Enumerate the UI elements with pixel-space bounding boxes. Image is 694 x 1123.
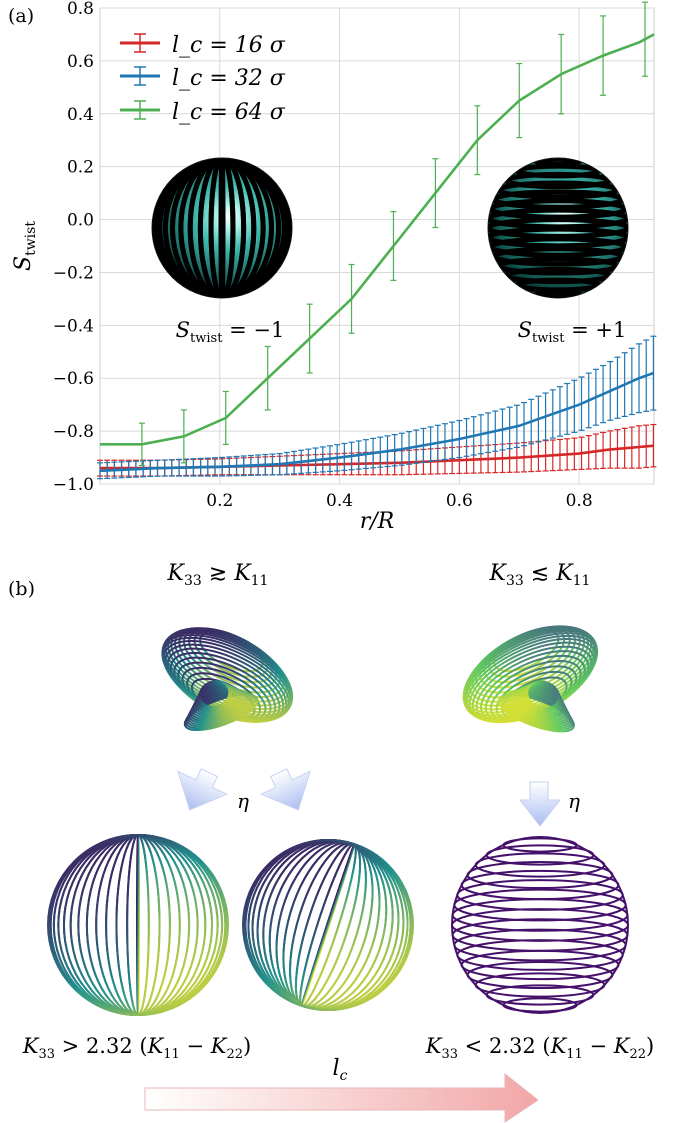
y-tick-label: 0.2 (67, 158, 94, 178)
spool-twisted-right (462, 625, 599, 733)
right-title: K33 ≲ K11 (489, 561, 591, 589)
right-condition: K33 < 2.32 (K11 − K22) (425, 1034, 654, 1062)
arrow-down-right-icon (518, 781, 562, 827)
series-2 (100, 1, 655, 467)
y-tick-label: −1.0 (53, 475, 94, 495)
y-axis-label: Stwist (11, 221, 39, 271)
legend-item-16: l_c = 16 σ (120, 33, 286, 58)
y-tick-label: −0.2 (53, 263, 94, 283)
y-tick-labels: −1.0 −0.8 −0.6 −0.4 −0.2 0.0 0.2 0.4 0.6 0.8 (53, 0, 94, 495)
y-tick-label: 0.6 (67, 52, 94, 72)
x-tick-label: 0.6 (446, 491, 473, 511)
y-tick-label: 0.0 (67, 211, 94, 231)
left-title: K33 ≳ K11 (167, 561, 269, 589)
x-tick-labels: 0.2 0.4 0.6 0.8 (206, 491, 592, 511)
lc-label: lc (333, 1056, 348, 1084)
legend-label-64: l_c = 64 σ (172, 100, 286, 125)
y-tick-label: −0.6 (53, 369, 94, 389)
x-tick-label: 0.4 (326, 491, 353, 511)
sphere-bottom-middle (242, 839, 414, 1011)
x-tick-label: 0.8 (566, 491, 593, 511)
series-line (99, 371, 655, 473)
legend: l_c = 16 σ l_c = 32 σ l_c = 64 σ (120, 33, 286, 125)
y-tick-label: 0.8 (67, 0, 94, 19)
x-axis-label: r/R (360, 509, 395, 534)
sphere-bottom-right (451, 836, 629, 1014)
panel-b-label: (b) (8, 578, 35, 600)
arrow-down-middle-icon (259, 768, 311, 811)
legend-label-32: l_c = 32 σ (172, 66, 286, 91)
legend-label-16: l_c = 16 σ (172, 33, 286, 58)
panel-a-label: (a) (8, 5, 34, 27)
lc-arrow-icon (144, 1072, 539, 1123)
sphere-meridional-stripes (151, 157, 293, 299)
series-line (100, 33, 655, 446)
y-tick-label: −0.8 (53, 422, 94, 442)
y-tick-label: 0.4 (67, 105, 94, 125)
legend-item-64: l_c = 64 σ (120, 100, 286, 125)
series-1 (97, 335, 657, 480)
legend-item-32: l_c = 32 σ (120, 66, 286, 91)
annotation-twist-plus: Stwist = +1 (518, 318, 627, 346)
eta-right: η (568, 789, 580, 813)
eta-left: η (237, 789, 249, 813)
left-condition: K33 > 2.32 (K11 − K22) (22, 1034, 251, 1062)
arrow-down-left-icon (177, 768, 229, 811)
spool-twisted-left (161, 627, 294, 732)
sphere-bottom-left (47, 834, 229, 1016)
series-group (97, 1, 657, 480)
x-tick-label: 0.2 (206, 491, 233, 511)
sphere-latitudinal-stripes (487, 157, 629, 299)
y-tick-label: −0.4 (53, 316, 94, 336)
